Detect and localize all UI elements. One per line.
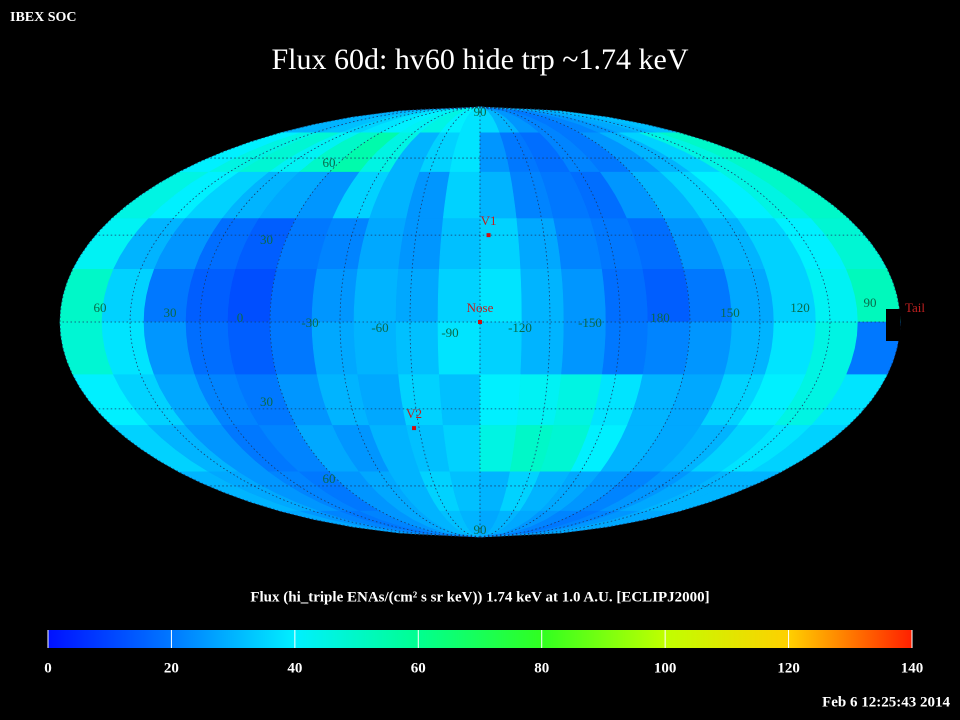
meridian	[479, 106, 551, 538]
marker-label: V2	[406, 406, 422, 421]
lon-label: 30	[164, 305, 177, 320]
colorbar-tick-label: 0	[44, 660, 52, 676]
flux-cell	[395, 321, 440, 376]
lon-label: -120	[508, 320, 532, 335]
flux-cell	[227, 321, 277, 376]
lon-label: 120	[790, 300, 810, 315]
lon-label: 90	[864, 295, 877, 310]
flux-cell	[227, 268, 277, 323]
flux-cell	[642, 321, 691, 376]
lon-label: -150	[578, 315, 602, 330]
lat-label: 90	[474, 104, 487, 119]
marker-label: Nose	[467, 300, 494, 315]
sky-map	[59, 106, 901, 538]
flux-cell	[520, 268, 565, 323]
colorbar	[48, 630, 912, 648]
flux-cell	[442, 171, 481, 219]
flux-cell	[395, 268, 440, 323]
flux-cell	[311, 321, 359, 376]
lat-label: 60	[323, 471, 336, 486]
flux-cell	[438, 374, 481, 426]
colorbar-tick-label: 120	[777, 660, 800, 676]
flux-cell	[353, 268, 399, 323]
lon-label: -60	[371, 320, 388, 335]
colorbar-tick-label: 60	[411, 660, 426, 676]
lon-label: 180	[650, 310, 670, 325]
colorbar-tick-label: 140	[901, 660, 924, 676]
title: Flux 60d: hv60 hide trp ~1.74 keV	[271, 43, 688, 76]
marker-label: Tail	[905, 300, 925, 315]
lon-label: -30	[301, 315, 318, 330]
marker	[478, 320, 482, 324]
colorbar-tick-label: 100	[654, 660, 677, 676]
lat-label: 60	[323, 155, 336, 170]
flux-cell	[601, 321, 649, 376]
flux-cell	[683, 321, 733, 376]
meridian	[269, 106, 481, 538]
meridian	[479, 106, 691, 538]
flux-cell	[479, 374, 522, 426]
flux-cell	[398, 218, 444, 270]
flux-cell	[516, 374, 562, 426]
graticule: 60 30 0 -30 -60 -90 -120 -150 180 150 120 90 90 60 30 3…	[59, 104, 925, 538]
flux-cell	[601, 268, 649, 323]
marker-label: V1	[481, 213, 497, 228]
flux-cell	[438, 218, 481, 270]
colorbar-label: Flux (hi_triple ENAs/(cm² s sr keV)) 1.7…	[250, 589, 709, 605]
flux-cell	[311, 268, 359, 323]
lat-label: 30	[260, 232, 273, 247]
marker	[486, 233, 491, 238]
lon-label: 60	[94, 300, 107, 315]
source-label: IBEX SOC	[10, 10, 77, 25]
meridian	[59, 106, 481, 538]
flux-cell	[516, 218, 562, 270]
lon-label: 150	[720, 305, 740, 320]
flux-cell	[723, 321, 775, 376]
lat-label: 90	[474, 522, 487, 537]
timestamp: Feb 6 12:25:43 2014	[822, 694, 950, 710]
flux-cell	[442, 425, 481, 473]
marker	[412, 426, 417, 431]
colorbar-tick-label: 80	[534, 660, 549, 676]
lon-label: 0	[237, 310, 244, 325]
lat-label: 30	[260, 394, 273, 409]
colorbar-tick-label: 20	[164, 660, 179, 676]
marker	[886, 309, 900, 341]
lon-label: -90	[441, 325, 458, 340]
colorbar-tick-label: 40	[287, 660, 302, 676]
